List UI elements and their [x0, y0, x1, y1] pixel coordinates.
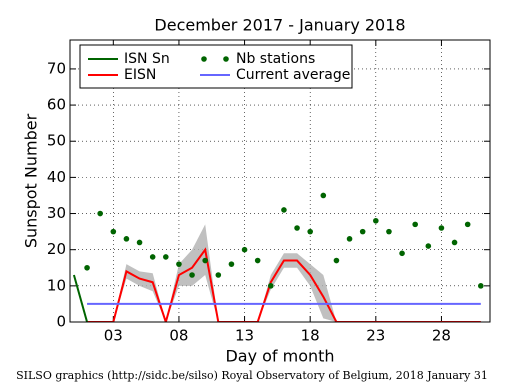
x-tick-label: 13 — [235, 327, 254, 345]
chart-title: December 2017 - January 2018 — [154, 16, 405, 35]
station-dot — [176, 261, 182, 267]
series-line — [72, 274, 89, 322]
station-dot — [281, 207, 287, 213]
station-dot — [412, 221, 418, 228]
x-tick-label: 08 — [169, 327, 188, 345]
station-dot — [399, 250, 405, 257]
legend-label: Current average — [236, 67, 350, 83]
y-tick-label: 10 — [47, 276, 66, 294]
station-dot — [425, 243, 432, 249]
station-dot — [464, 221, 471, 228]
station-dot — [320, 192, 327, 199]
y-tick-label: 60 — [47, 96, 66, 114]
footer: SILSO graphics (http://sidc.be/silso) Ro… — [16, 369, 488, 382]
station-dot — [359, 228, 366, 235]
x-axis-label: Day of month — [225, 347, 334, 366]
station-dot — [478, 283, 484, 289]
station-dot — [373, 217, 379, 224]
legend-label: EISN — [124, 67, 156, 83]
station-dot — [110, 228, 117, 235]
station-dot — [84, 264, 90, 271]
station-dot — [386, 228, 392, 235]
x-tick-label: 18 — [301, 327, 320, 345]
series-line — [87, 247, 481, 322]
y-tick-label: 20 — [47, 240, 66, 258]
station-dot — [136, 239, 143, 246]
station-dot — [149, 254, 156, 260]
x-tick-label: 03 — [104, 327, 123, 345]
x-tick-label: 23 — [366, 327, 385, 345]
station-dot — [307, 228, 313, 235]
station-dot — [202, 257, 208, 264]
station-dot — [438, 225, 445, 231]
x-tick-label: 28 — [432, 327, 451, 345]
station-dot — [333, 257, 340, 264]
y-tick-label: 30 — [47, 204, 66, 222]
y-tick-label: 50 — [47, 132, 66, 150]
station-dot — [228, 261, 235, 267]
station-dot — [451, 239, 458, 246]
y-tick-label: 40 — [47, 168, 66, 186]
legend-marker — [223, 56, 229, 62]
station-dot — [123, 236, 130, 242]
station-dot — [97, 210, 103, 217]
y-axis-label: Sunspot Number — [22, 113, 41, 248]
y-tick-label: 70 — [47, 59, 66, 77]
legend-label: ISN Sn — [124, 51, 170, 67]
station-dot — [241, 246, 248, 253]
error-band — [87, 224, 481, 322]
legend-label: Nb stations — [236, 51, 315, 67]
station-dot — [294, 225, 300, 231]
station-dot — [189, 272, 195, 278]
station-dot — [254, 257, 261, 264]
plot-frame — [69, 39, 491, 323]
station-dot — [346, 236, 353, 242]
y-tick-label: 0 — [56, 313, 66, 331]
station-dot — [215, 272, 222, 278]
legend-box — [79, 44, 353, 89]
legend-marker — [201, 56, 207, 62]
station-dot — [163, 254, 169, 260]
station-dot — [268, 283, 274, 289]
